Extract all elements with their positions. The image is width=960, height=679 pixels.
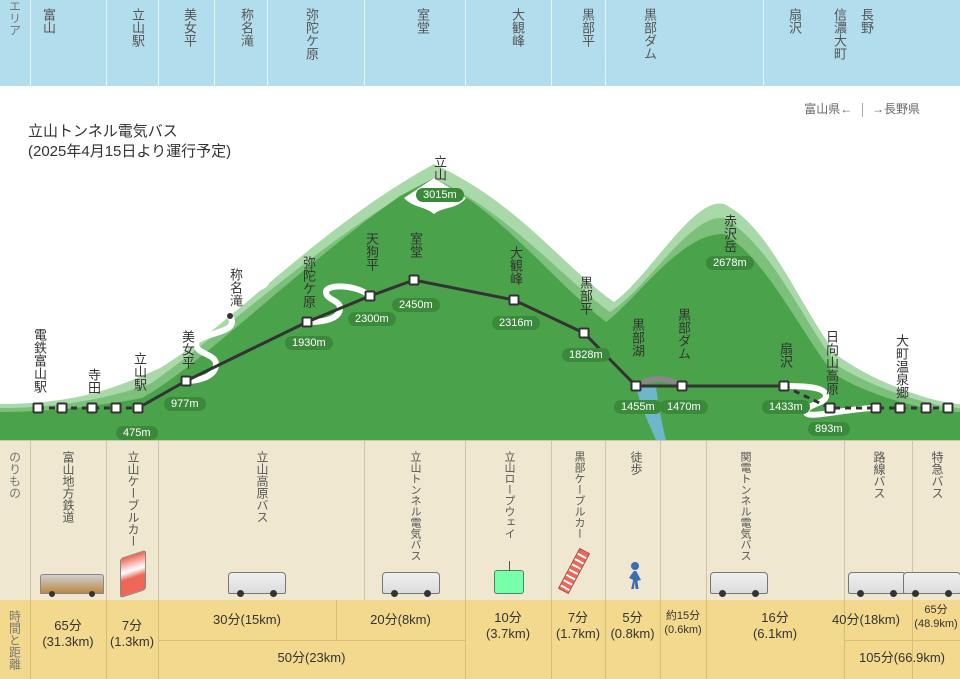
area-label: 弥陀ケ原 [302, 8, 321, 60]
transport-label: 徒歩 [628, 451, 645, 475]
time-distance-cell: 65分 (48.9km) [912, 604, 960, 632]
bus-icon [382, 572, 440, 594]
alpine-route-diagram: エリア 富山県← →長野県 立山トンネル電気バス (2025年4月15日より運行… [0, 0, 960, 679]
station-label: 黒部湖 [628, 318, 647, 357]
bus-icon [848, 572, 906, 594]
cable-icon [120, 554, 146, 594]
bus-icon [710, 572, 768, 594]
time-distance-total: 50分(23km) [158, 650, 465, 666]
station-node [579, 328, 590, 339]
transport-label: 立山ロープウェイ [501, 451, 517, 539]
station-elevation: 475m [116, 426, 158, 440]
transport-label: 立山トンネル電気バス [407, 451, 423, 561]
area-label: 富山 [39, 8, 58, 34]
station-label: 立山駅 [130, 352, 149, 391]
route-node [921, 403, 932, 414]
time-distance-cell: 30分(15km) [158, 612, 336, 628]
route-node [871, 403, 882, 414]
time-distance-cell: 65分 (31.3km) [30, 618, 106, 651]
station-node [631, 381, 642, 392]
station-label: 美女平 [178, 330, 197, 369]
timedist-axis-label: 時間と距離 [0, 600, 30, 679]
station-node [302, 317, 313, 328]
time-distance-cell: 20分(8km) [336, 612, 465, 628]
walk-icon [626, 562, 644, 594]
area-label: 大観峰 [508, 8, 527, 47]
peak-tateyama: 立山 [430, 155, 449, 181]
area-label: 信濃大町 [830, 8, 849, 60]
station-elevation: 977m [164, 397, 206, 411]
transport-label: 立山ケーブルカー [125, 451, 142, 547]
station-label: 日向山高原 [822, 330, 841, 395]
station-label: 弥陀ケ原 [299, 256, 318, 308]
elev-akazawa: 2678m [706, 256, 754, 270]
station-node [365, 291, 376, 302]
train-icon [40, 574, 104, 594]
station-node [825, 403, 836, 414]
peak-akazawa: 赤沢岳 [720, 214, 739, 253]
transport-label: 立山高原バス [254, 451, 271, 523]
rope-icon [494, 570, 524, 594]
route-node [943, 403, 954, 414]
transport-label: 特急バス [929, 451, 946, 499]
station-elevation: 2316m [492, 316, 540, 330]
station-label: 大観峰 [506, 246, 525, 285]
funic-icon [568, 548, 580, 594]
area-label: 長野 [857, 8, 876, 34]
area-label: 黒部ダム [640, 8, 659, 60]
station-elevation: 1455m [614, 400, 662, 414]
station-elevation: 1470m [660, 400, 708, 414]
station-node [677, 381, 688, 392]
area-label: 扇沢 [785, 8, 804, 34]
bus-icon [228, 572, 286, 594]
station-label: 電鉄富山駅 [30, 328, 49, 393]
station-node [181, 376, 192, 387]
time-distance-total: 105分(66.9km) [844, 650, 960, 666]
station-elevation: 2300m [348, 312, 396, 326]
elev-tateyama: 3015m [416, 188, 464, 202]
area-label: 黒部平 [578, 8, 597, 47]
station-label: 天狗平 [362, 232, 381, 271]
transport-label: 富山地方鉄道 [60, 451, 77, 523]
station-node [895, 403, 906, 414]
area-label: 美女平 [180, 8, 199, 47]
station-elevation: 1828m [562, 348, 610, 362]
transport-label: 路線バス [871, 451, 888, 499]
time-distance-cell: 約15分 (0.6km) [660, 610, 706, 638]
bus-icon [903, 572, 960, 594]
station-elevation: 2450m [392, 298, 440, 312]
transport-label: 黒部ケーブルカー [571, 451, 587, 539]
area-label: 立山駅 [128, 8, 147, 47]
area-label: 室堂 [413, 8, 432, 34]
shomyo-label: 称名滝 [226, 268, 245, 307]
station-node [779, 381, 790, 392]
station-label: 大町温泉郷 [892, 334, 911, 399]
station-label: 寺田 [84, 368, 103, 394]
station-node [509, 295, 520, 306]
route-node [57, 403, 68, 414]
station-label: 扇沢 [776, 342, 795, 368]
station-node [87, 403, 98, 414]
station-node [33, 403, 44, 414]
time-distance-cell: 10分 (3.7km) [465, 610, 551, 643]
station-elevation: 1433m [762, 400, 810, 414]
area-axis-label: エリア [0, 0, 30, 86]
time-distance-cell: 5分 (0.8km) [605, 610, 660, 643]
route-node [111, 403, 122, 414]
station-label: 黒部ダム [674, 308, 693, 360]
transport-label: 関電トンネル電気バス [737, 451, 753, 561]
time-distance-cell: 7分 (1.3km) [106, 618, 158, 651]
station-node [133, 403, 144, 414]
time-distance-cell: 7分 (1.7km) [551, 610, 605, 643]
transport-axis-label: のりもの [0, 441, 30, 600]
timedist-band: 時間と距離 65分 (31.3km)7分 (1.3km)30分(15km)20分… [0, 600, 960, 679]
area-label: 称名滝 [237, 8, 256, 47]
station-elevation: 893m [808, 422, 850, 436]
transport-band: のりもの 富山地方鉄道 立山ケーブルカー 立山高原バス 立山トンネル電気バス 立山ロープ… [0, 440, 960, 600]
time-distance-cell: 40分(18km) [820, 612, 912, 628]
station-node [409, 275, 420, 286]
station-label: 室堂 [406, 232, 425, 258]
station-label: 黒部平 [576, 276, 595, 315]
station-elevation: 1930m [285, 336, 333, 350]
